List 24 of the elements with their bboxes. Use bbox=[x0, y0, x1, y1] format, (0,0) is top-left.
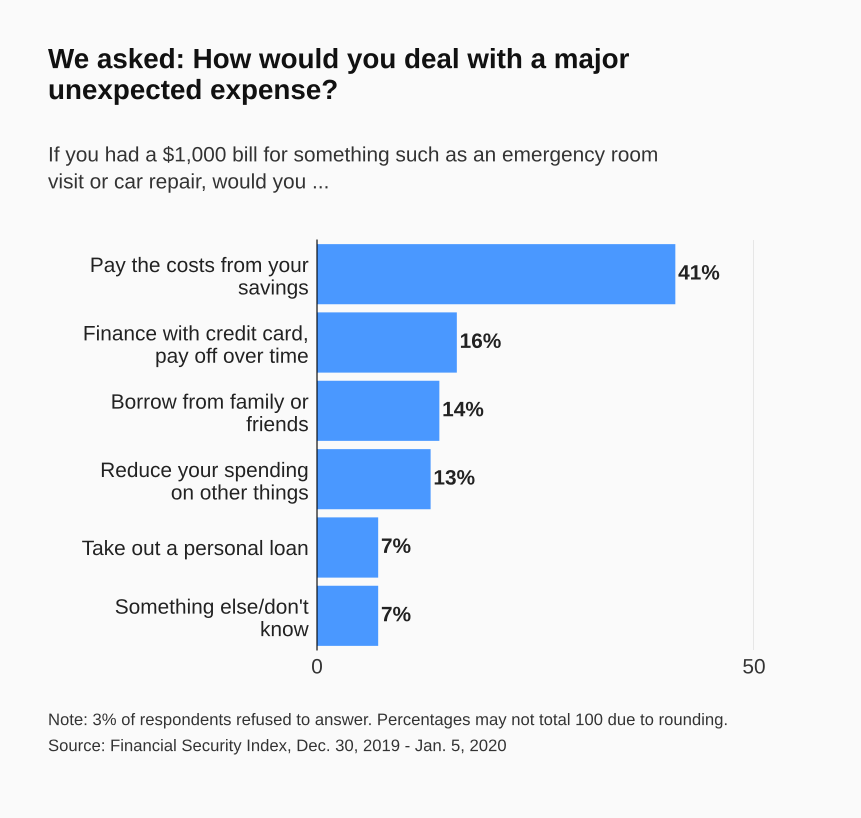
bar bbox=[317, 586, 378, 646]
data-label: 41% bbox=[678, 265, 720, 280]
text: Note: 3% of respondents refused to answer. Percentages may not total 100 due to rounding. bbox=[49, 713, 727, 729]
y-tick-label: Finance with credit card, pay off over time bbox=[84, 325, 308, 368]
y-tick-label: Pay the costs from your savings bbox=[92, 256, 308, 299]
y-tick-label: Something else/don't know bbox=[116, 598, 309, 636]
y-tick-label: Reduce your spending on other things bbox=[102, 462, 308, 504]
bar bbox=[317, 517, 378, 578]
bar bbox=[317, 449, 431, 510]
data-label: 14% bbox=[443, 402, 484, 416]
data-label: 7% bbox=[382, 606, 411, 622]
bar bbox=[317, 312, 457, 373]
chart-title: We asked: How would you deal with a major unexpected expense? bbox=[48, 48, 629, 105]
chart-subtitle: If you had a $1,000 bill for something such as an emergency room visit or car repair, would you ... bbox=[48, 146, 657, 193]
source-note: Source: Financial Security Index, Dec. 30, 2019 - Jan. 5, 2020 bbox=[48, 739, 506, 755]
y-tick-label: Take out a personal loan bbox=[82, 540, 308, 560]
data-label: 7% bbox=[382, 538, 411, 554]
x-tick-label: 50 bbox=[743, 658, 765, 674]
x-tick-label: 0 bbox=[312, 658, 322, 674]
data-label: 13% bbox=[434, 470, 475, 485]
y-tick-label: Borrow from family or friends bbox=[112, 394, 308, 432]
bar bbox=[317, 244, 676, 304]
data-label: 16% bbox=[460, 333, 501, 348]
bar bbox=[317, 380, 440, 441]
